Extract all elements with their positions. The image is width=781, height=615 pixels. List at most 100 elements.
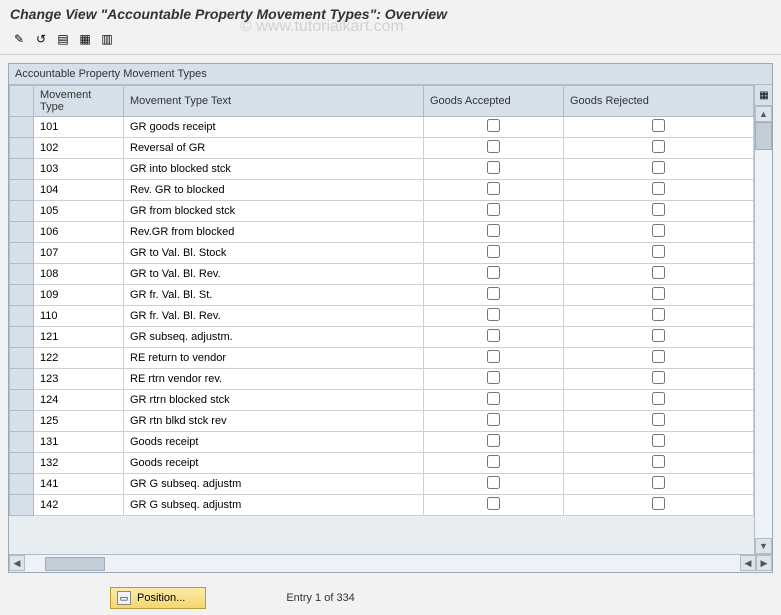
- cell-goods-accepted[interactable]: [424, 348, 564, 369]
- goods-rejected-checkbox[interactable]: [652, 476, 665, 489]
- cell-goods-accepted[interactable]: [424, 327, 564, 348]
- cell-goods-accepted[interactable]: [424, 474, 564, 495]
- cell-goods-accepted[interactable]: [424, 453, 564, 474]
- cell-goods-rejected[interactable]: [564, 264, 754, 285]
- cell-movement-type[interactable]: 123: [34, 369, 124, 390]
- cell-movement-text[interactable]: RE rtrn vendor rev.: [124, 369, 424, 390]
- cell-goods-rejected[interactable]: [564, 138, 754, 159]
- col-goods-rejected[interactable]: Goods Rejected: [564, 86, 754, 117]
- row-selector[interactable]: [10, 201, 34, 222]
- cell-goods-rejected[interactable]: [564, 369, 754, 390]
- scroll-thumb[interactable]: [755, 122, 772, 150]
- cell-movement-type[interactable]: 122: [34, 348, 124, 369]
- cell-goods-accepted[interactable]: [424, 138, 564, 159]
- cell-goods-rejected[interactable]: [564, 411, 754, 432]
- goods-rejected-checkbox[interactable]: [652, 308, 665, 321]
- cell-goods-accepted[interactable]: [424, 390, 564, 411]
- cell-goods-accepted[interactable]: [424, 117, 564, 138]
- hscroll-thumb[interactable]: [45, 557, 105, 571]
- scroll-up-icon[interactable]: ▲: [755, 106, 772, 122]
- cell-movement-text[interactable]: GR goods receipt: [124, 117, 424, 138]
- table-row[interactable]: 109GR fr. Val. Bl. St.: [10, 285, 754, 306]
- row-selector[interactable]: [10, 180, 34, 201]
- goods-accepted-checkbox[interactable]: [487, 308, 500, 321]
- row-selector[interactable]: [10, 285, 34, 306]
- cell-goods-rejected[interactable]: [564, 306, 754, 327]
- col-movement-type[interactable]: Movement Type: [34, 86, 124, 117]
- table-row[interactable]: 103GR into blocked stck: [10, 159, 754, 180]
- scroll-track[interactable]: [755, 122, 772, 538]
- position-button[interactable]: ▭ Position...: [110, 587, 206, 609]
- cell-movement-type[interactable]: 107: [34, 243, 124, 264]
- cell-goods-rejected[interactable]: [564, 453, 754, 474]
- table-row[interactable]: 101GR goods receipt: [10, 117, 754, 138]
- scroll-right-icon[interactable]: ▶: [756, 555, 772, 571]
- row-selector[interactable]: [10, 495, 34, 516]
- table-row[interactable]: 110GR fr. Val. Bl. Rev.: [10, 306, 754, 327]
- goods-accepted-checkbox[interactable]: [487, 161, 500, 174]
- col-goods-accepted[interactable]: Goods Accepted: [424, 86, 564, 117]
- goods-accepted-checkbox[interactable]: [487, 140, 500, 153]
- cell-movement-type[interactable]: 132: [34, 453, 124, 474]
- table-row[interactable]: 108GR to Val. Bl. Rev.: [10, 264, 754, 285]
- cell-movement-text[interactable]: GR subseq. adjustm.: [124, 327, 424, 348]
- row-selector[interactable]: [10, 411, 34, 432]
- row-selector[interactable]: [10, 453, 34, 474]
- table-row[interactable]: 124GR rtrn blocked stck: [10, 390, 754, 411]
- cell-movement-text[interactable]: RE return to vendor: [124, 348, 424, 369]
- goods-accepted-checkbox[interactable]: [487, 392, 500, 405]
- goods-accepted-checkbox[interactable]: [487, 182, 500, 195]
- cell-movement-text[interactable]: GR to Val. Bl. Stock: [124, 243, 424, 264]
- cell-movement-type[interactable]: 142: [34, 495, 124, 516]
- goods-rejected-checkbox[interactable]: [652, 434, 665, 447]
- goods-accepted-checkbox[interactable]: [487, 287, 500, 300]
- goods-rejected-checkbox[interactable]: [652, 119, 665, 132]
- cell-movement-text[interactable]: GR rtn blkd stck rev: [124, 411, 424, 432]
- goods-rejected-checkbox[interactable]: [652, 287, 665, 300]
- cell-movement-type[interactable]: 105: [34, 201, 124, 222]
- cell-goods-accepted[interactable]: [424, 222, 564, 243]
- table-row[interactable]: 142GR G subseq. adjustm: [10, 495, 754, 516]
- cell-goods-rejected[interactable]: [564, 348, 754, 369]
- table-row[interactable]: 132Goods receipt: [10, 453, 754, 474]
- vertical-scrollbar[interactable]: ▦ ▲ ▼: [754, 85, 772, 554]
- goods-accepted-checkbox[interactable]: [487, 224, 500, 237]
- row-selector[interactable]: [10, 243, 34, 264]
- toggle-icon[interactable]: ✎: [10, 30, 28, 48]
- cell-movement-text[interactable]: Reversal of GR: [124, 138, 424, 159]
- goods-rejected-checkbox[interactable]: [652, 413, 665, 426]
- cell-movement-type[interactable]: 108: [34, 264, 124, 285]
- cell-goods-rejected[interactable]: [564, 327, 754, 348]
- cell-movement-text[interactable]: Rev. GR to blocked: [124, 180, 424, 201]
- row-selector[interactable]: [10, 390, 34, 411]
- table-row[interactable]: 106Rev.GR from blocked: [10, 222, 754, 243]
- cell-goods-accepted[interactable]: [424, 495, 564, 516]
- goods-accepted-checkbox[interactable]: [487, 266, 500, 279]
- cell-goods-rejected[interactable]: [564, 285, 754, 306]
- goods-rejected-checkbox[interactable]: [652, 497, 665, 510]
- cell-goods-accepted[interactable]: [424, 285, 564, 306]
- table-row[interactable]: 123RE rtrn vendor rev.: [10, 369, 754, 390]
- goods-accepted-checkbox[interactable]: [487, 371, 500, 384]
- goods-accepted-checkbox[interactable]: [487, 350, 500, 363]
- cell-goods-accepted[interactable]: [424, 306, 564, 327]
- select-block-icon[interactable]: ▦: [76, 30, 94, 48]
- cell-movement-text[interactable]: GR G subseq. adjustm: [124, 495, 424, 516]
- goods-rejected-checkbox[interactable]: [652, 140, 665, 153]
- cell-movement-type[interactable]: 102: [34, 138, 124, 159]
- cell-movement-text[interactable]: GR to Val. Bl. Rev.: [124, 264, 424, 285]
- scroll-left-icon[interactable]: ◀: [9, 555, 25, 571]
- goods-rejected-checkbox[interactable]: [652, 224, 665, 237]
- cell-goods-accepted[interactable]: [424, 243, 564, 264]
- row-selector[interactable]: [10, 348, 34, 369]
- goods-rejected-checkbox[interactable]: [652, 266, 665, 279]
- cell-movement-text[interactable]: GR from blocked stck: [124, 201, 424, 222]
- cell-goods-rejected[interactable]: [564, 243, 754, 264]
- cell-goods-accepted[interactable]: [424, 201, 564, 222]
- goods-accepted-checkbox[interactable]: [487, 497, 500, 510]
- row-selector[interactable]: [10, 306, 34, 327]
- table-row[interactable]: 122RE return to vendor: [10, 348, 754, 369]
- cell-goods-rejected[interactable]: [564, 159, 754, 180]
- cell-movement-type[interactable]: 141: [34, 474, 124, 495]
- cell-movement-text[interactable]: GR fr. Val. Bl. St.: [124, 285, 424, 306]
